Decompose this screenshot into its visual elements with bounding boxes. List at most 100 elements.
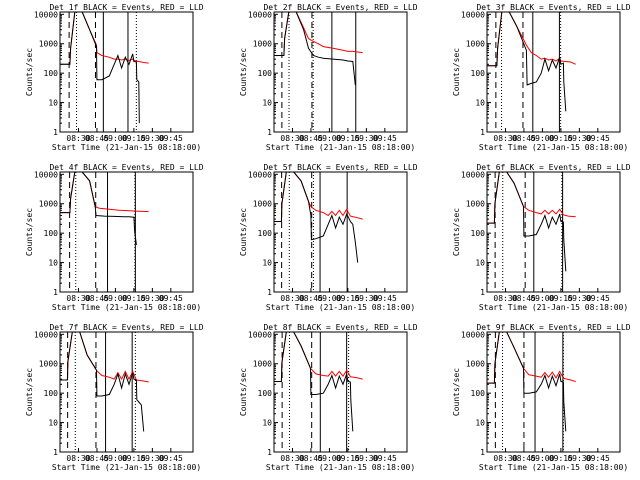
x-tick-label: 09:00 [317,134,341,143]
y-tick-label: 1 [267,288,272,297]
y-tick-label: 10 [475,419,485,428]
panel-title: Det 5f BLACK = Events, RED = LLD [263,163,417,172]
x-tick-label: 09:45 [159,134,183,143]
x-tick-label: 09:30 [140,454,164,463]
plot-frame [59,331,194,453]
x-tick-label: 08:45 [299,294,323,303]
series-line-events [487,332,567,432]
plot-frame [273,331,408,453]
y-tick-label: 1 [480,128,485,137]
panel-title: Det 4f BLACK = Events, RED = LLD [49,163,203,172]
y-tick-label: 10000 [34,170,58,179]
plot-frame [486,171,621,293]
y-axis-label: Counts/sec [239,368,248,416]
x-tick-label: 09:00 [530,294,554,303]
y-tick-label: 10000 [461,10,485,19]
x-tick-label: 09:15 [549,134,573,143]
x-axis-label: Start Time (21-Jan-15 08:18:00) [479,303,628,312]
panel-1: Det 1f BLACK = Events, RED = LLD 1 10 100 10… [25,3,204,152]
x-tick-label: 08:30 [66,454,90,463]
x-axis-label: Start Time (21-Jan-15 08:18:00) [52,303,201,312]
series-line-events [487,12,567,112]
y-tick-label: 10 [48,99,58,108]
x-tick-label: 09:00 [103,134,127,143]
x-axis-label: Start Time (21-Jan-15 08:18:00) [52,463,201,472]
x-tick-label: 09:15 [549,454,573,463]
y-tick-label: 10000 [34,10,58,19]
y-axis-label: Counts/sec [239,48,248,96]
x-tick-label: 08:30 [493,454,517,463]
y-tick-label: 100 [471,229,486,238]
y-tick-label: 1000 [39,40,58,49]
series-line-lld [60,12,149,65]
panel-title: Det 7f BLACK = Events, RED = LLD [49,323,203,332]
x-tick-label: 09:45 [159,454,183,463]
x-axis-label: Start Time (21-Jan-15 08:18:00) [52,143,201,152]
y-tick-label: 100 [258,389,273,398]
y-axis-label: Counts/sec [452,368,461,416]
y-tick-label: 10 [262,419,272,428]
y-tick-label: 1000 [39,200,58,209]
x-tick-label: 08:45 [512,134,536,143]
x-tick-label: 08:45 [299,454,323,463]
panel-title: Det 2f BLACK = Events, RED = LLD [263,3,417,12]
y-tick-label: 10000 [34,330,58,339]
y-tick-label: 10000 [248,330,272,339]
y-axis-label: Counts/sec [452,208,461,256]
y-tick-label: 10000 [248,170,272,179]
y-tick-label: 1000 [253,200,272,209]
x-tick-label: 09:30 [354,294,378,303]
x-tick-label: 09:30 [140,294,164,303]
panel-4: Det 4f BLACK = Events, RED = LLD 1 10 100 10… [25,163,204,312]
x-tick-label: 09:15 [336,294,360,303]
x-tick-label: 09:30 [140,134,164,143]
x-tick-label: 09:45 [586,134,610,143]
plot-frame [59,171,194,293]
plot-frame [273,11,408,133]
x-tick-label: 08:30 [493,294,517,303]
x-axis-label: Start Time (21-Jan-15 08:18:00) [266,303,415,312]
x-tick-label: 08:30 [280,454,304,463]
x-tick-label: 08:45 [85,134,109,143]
panel-5: Det 5f BLACK = Events, RED = LLD 1 10 100 10… [239,163,418,312]
x-tick-label: 09:45 [586,294,610,303]
y-tick-label: 10000 [248,10,272,19]
x-tick-label: 08:45 [85,454,109,463]
x-tick-label: 08:30 [280,294,304,303]
x-tick-label: 08:30 [280,134,304,143]
y-tick-label: 10000 [461,330,485,339]
plot-frame [486,331,621,453]
x-tick-label: 09:15 [122,134,146,143]
x-tick-label: 09:45 [373,134,397,143]
panel-6: Det 6f BLACK = Events, RED = LLD 1 10 100 10… [452,163,631,312]
x-tick-label: 09:00 [530,134,554,143]
y-tick-label: 100 [44,69,59,78]
y-tick-label: 1000 [253,40,272,49]
y-tick-label: 10 [48,259,58,268]
x-tick-label: 09:15 [336,454,360,463]
y-tick-label: 10 [48,419,58,428]
x-tick-label: 09:15 [336,134,360,143]
y-axis-label: Counts/sec [239,208,248,256]
x-tick-label: 09:00 [317,454,341,463]
y-tick-label: 1000 [466,40,485,49]
panel-title: Det 6f BLACK = Events, RED = LLD [476,163,630,172]
y-tick-label: 1000 [39,360,58,369]
y-tick-label: 1 [267,128,272,137]
x-axis-label: Start Time (21-Jan-15 08:18:00) [479,143,628,152]
y-tick-label: 1 [267,448,272,457]
plot-frame [59,11,194,133]
x-tick-label: 09:45 [373,454,397,463]
x-tick-label: 09:30 [354,134,378,143]
x-tick-label: 09:30 [567,454,591,463]
y-axis-label: Counts/sec [25,48,34,96]
plot-frame [273,171,408,293]
panel-7: Det 7f BLACK = Events, RED = LLD 1 10 100 10… [25,323,204,472]
x-tick-label: 09:45 [159,294,183,303]
x-tick-label: 08:30 [493,134,517,143]
y-axis-label: Counts/sec [452,48,461,96]
y-tick-label: 10 [262,99,272,108]
x-tick-label: 09:15 [122,454,146,463]
series-line-events [60,332,145,432]
x-tick-label: 09:00 [530,454,554,463]
